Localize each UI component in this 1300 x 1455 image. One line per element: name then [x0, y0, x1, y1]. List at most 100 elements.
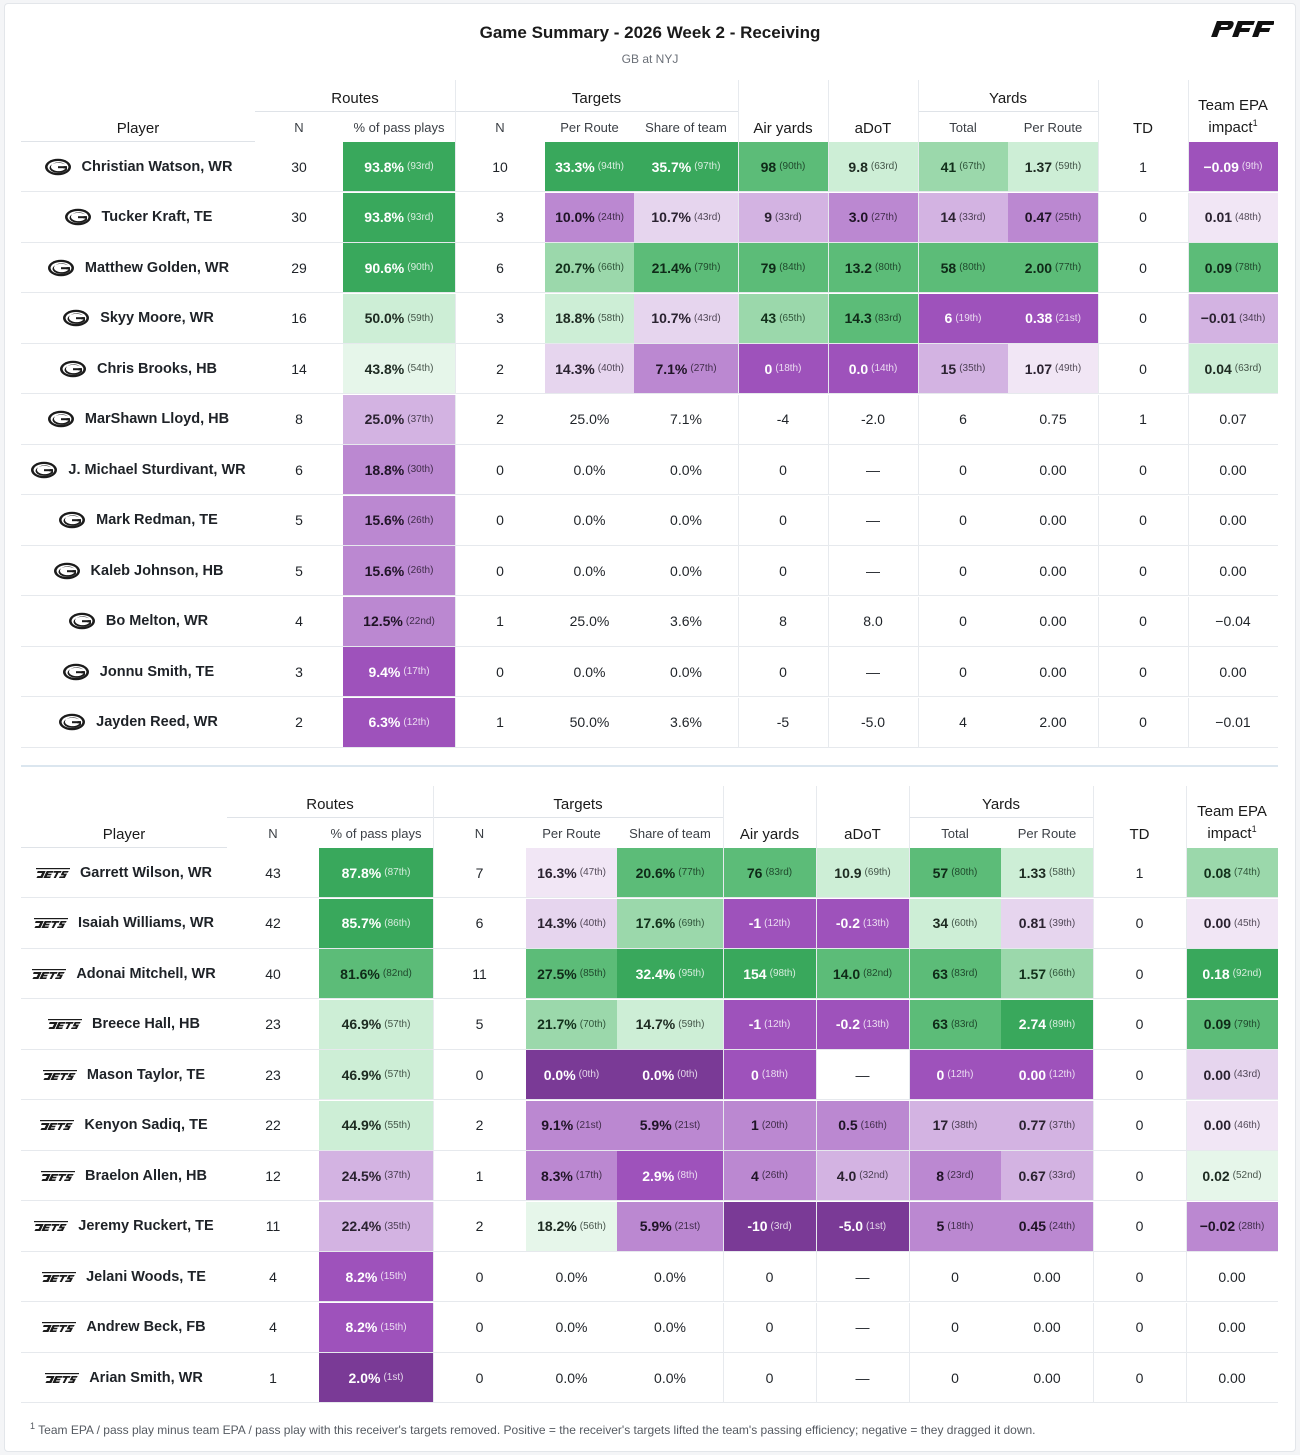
column-divider — [828, 697, 829, 748]
cell-value: 44.9% — [341, 1117, 382, 1133]
column-divider — [828, 445, 829, 495]
percentile-wrap: (18th) — [775, 363, 802, 374]
column-divider — [918, 596, 919, 647]
air-yards-cell: -1 (12th) — [723, 898, 816, 948]
column-divider — [1188, 445, 1189, 495]
table-row: Arian Smith, WR 1 0 0 2.0% (1st) 0.0% 0.0% 0 — 0 0.… — [21, 1353, 1278, 1403]
percentile-wrap: (28th) — [1238, 1220, 1265, 1232]
routes-pct-cell: 81.6% (82nd) — [319, 949, 433, 998]
epa-cell: −0.01 (34th) — [1188, 293, 1278, 343]
adot-cell: -2.0 — [828, 395, 918, 444]
column-divider — [433, 949, 434, 999]
percentile-wrap: (66th) — [597, 262, 624, 273]
player-name: Kaleb Johnson, HB — [90, 562, 224, 579]
adot-cell: 10.9 (69th) — [816, 848, 909, 897]
cell-value: 50.0% — [569, 714, 610, 730]
percentile-rank: 32nd — [862, 1170, 885, 1181]
column-divider — [909, 898, 910, 949]
player-name: Breece Hall, HB — [92, 1016, 200, 1032]
table-row: Jayden Reed, WR 2 1 0 6.3% (12th) 50.0% 3.6% -5 -… — [21, 697, 1278, 748]
player-name-cell: Jonnu Smith, TE — [21, 647, 255, 696]
percentile-wrap: (12th) — [403, 716, 430, 728]
yards-per-route-cell: 2.00 (77th) — [1008, 243, 1098, 292]
percentile-wrap: (59th) — [1055, 161, 1082, 172]
cell-value: 11 — [265, 1218, 281, 1234]
percentile-wrap: (70th) — [579, 1018, 606, 1030]
percentile-rank: 0th — [582, 1069, 596, 1080]
share-cell: 7.1% (27th) — [634, 344, 738, 393]
percentile-rank: 23rd — [950, 1170, 971, 1181]
column-divider — [1186, 848, 1187, 898]
percentile-wrap: (18th) — [947, 1220, 974, 1232]
routes-n-cell: 43 — [227, 848, 319, 897]
yards-per-route-cell: 0.00 — [1008, 546, 1098, 595]
percentile-rank: 98th — [772, 968, 793, 979]
routes-n-cell: 8 — [255, 395, 343, 444]
cell-value: 0.47 — [1024, 209, 1053, 225]
column-divider — [723, 848, 724, 898]
cell-value: 43 — [760, 310, 777, 326]
table-row: Isaiah Williams, WR 42 6 0 85.7% (86th) 14.3%(… — [21, 898, 1278, 949]
table-row: Kaleb Johnson, HB 5 0 0 15.6% (26th) 0.0% 0.0% 0… — [21, 546, 1278, 596]
percentile-wrap: (26th) — [761, 1170, 788, 1181]
column-subheader-yards-per-route: Per Route — [1017, 826, 1077, 841]
cell-value: 17 — [932, 1117, 949, 1133]
player-name-cell: Braelon Allen, HB — [21, 1151, 227, 1200]
percentile-wrap: (90th) — [779, 161, 806, 172]
td-cell: 0 — [1093, 1151, 1186, 1200]
percentile-rank: 21st — [678, 1119, 697, 1131]
td-cell: 0 — [1093, 949, 1186, 998]
adot-cell: -5.0 — [828, 698, 918, 747]
cell-value: 0 — [1135, 1016, 1144, 1032]
percentile-wrap: (0th) — [578, 1069, 600, 1080]
cell-value: — — [866, 512, 880, 528]
cell-value: 0.81 — [1018, 915, 1047, 931]
percentile-wrap: (83rd) — [950, 1018, 978, 1030]
column-divider — [1186, 1302, 1187, 1353]
share-cell: 3.6% — [634, 597, 738, 646]
routes-n-cell: 14 — [255, 344, 343, 393]
percentile-rank: 54th — [410, 363, 431, 374]
percentile-wrap: (21st) — [674, 1220, 701, 1232]
cell-value: 0.0% — [642, 1066, 675, 1083]
yards-per-route-cell: 2.00 — [1008, 698, 1098, 747]
percentile-rank: 82nd — [386, 968, 409, 979]
epa-cell: 0.08 (74th) — [1186, 848, 1278, 897]
share-cell: 21.4% (79th) — [634, 243, 738, 292]
table-row: Garrett Wilson, WR 43 7 1 87.8% (87th) 16.3% (4… — [21, 848, 1278, 898]
yards-total-cell: 17 (38th) — [909, 1100, 1001, 1150]
percentile-wrap: (15th) — [380, 1271, 407, 1282]
cell-value: 0.00 — [1039, 613, 1067, 629]
air-yards-cell: 0 (18th) — [738, 344, 828, 393]
per-route-cell: 18.8% (58th) — [545, 293, 634, 343]
percentile-wrap: (35th) — [384, 1220, 411, 1232]
player-name: Bo Melton, WR — [105, 613, 209, 629]
percentile-rank: 18th — [950, 1220, 971, 1232]
cell-value: 0 — [496, 512, 504, 528]
player-name: Isaiah Williams, WR — [77, 915, 215, 931]
column-divider — [909, 1201, 910, 1252]
cell-value: 0.00 — [1219, 512, 1247, 528]
percentile-rank: 87th — [387, 867, 408, 878]
player-name-cell: Kenyon Sadiq, TE — [21, 1101, 227, 1150]
column-divider — [1098, 647, 1099, 697]
per-route-cell: 9.1% (21st) — [526, 1100, 617, 1150]
column-divider — [909, 786, 910, 848]
cell-value: 41 — [940, 158, 957, 175]
cell-value: 23 — [265, 1066, 281, 1083]
cell-value: 0.00 — [1219, 663, 1247, 680]
cell-value: 93.8% — [364, 209, 404, 225]
column-divider — [433, 999, 434, 1050]
cell-value: 0 — [1139, 259, 1147, 276]
pff-logo-icon — [1211, 21, 1274, 37]
percentile-rank: 57th — [387, 1018, 408, 1030]
percentile-wrap: (47th) — [579, 867, 606, 878]
jets-logo-icon — [42, 1321, 77, 1333]
td-cell: 0 — [1098, 193, 1188, 242]
cell-value: 5.9% — [639, 1218, 672, 1234]
epa-cell: 0.00 — [1186, 1303, 1278, 1352]
percentile-wrap: (21st) — [674, 1119, 701, 1131]
cell-value: 20.7% — [555, 259, 595, 276]
routes-n-cell: 11 — [227, 1202, 319, 1251]
cell-value: 0 — [951, 1369, 959, 1386]
